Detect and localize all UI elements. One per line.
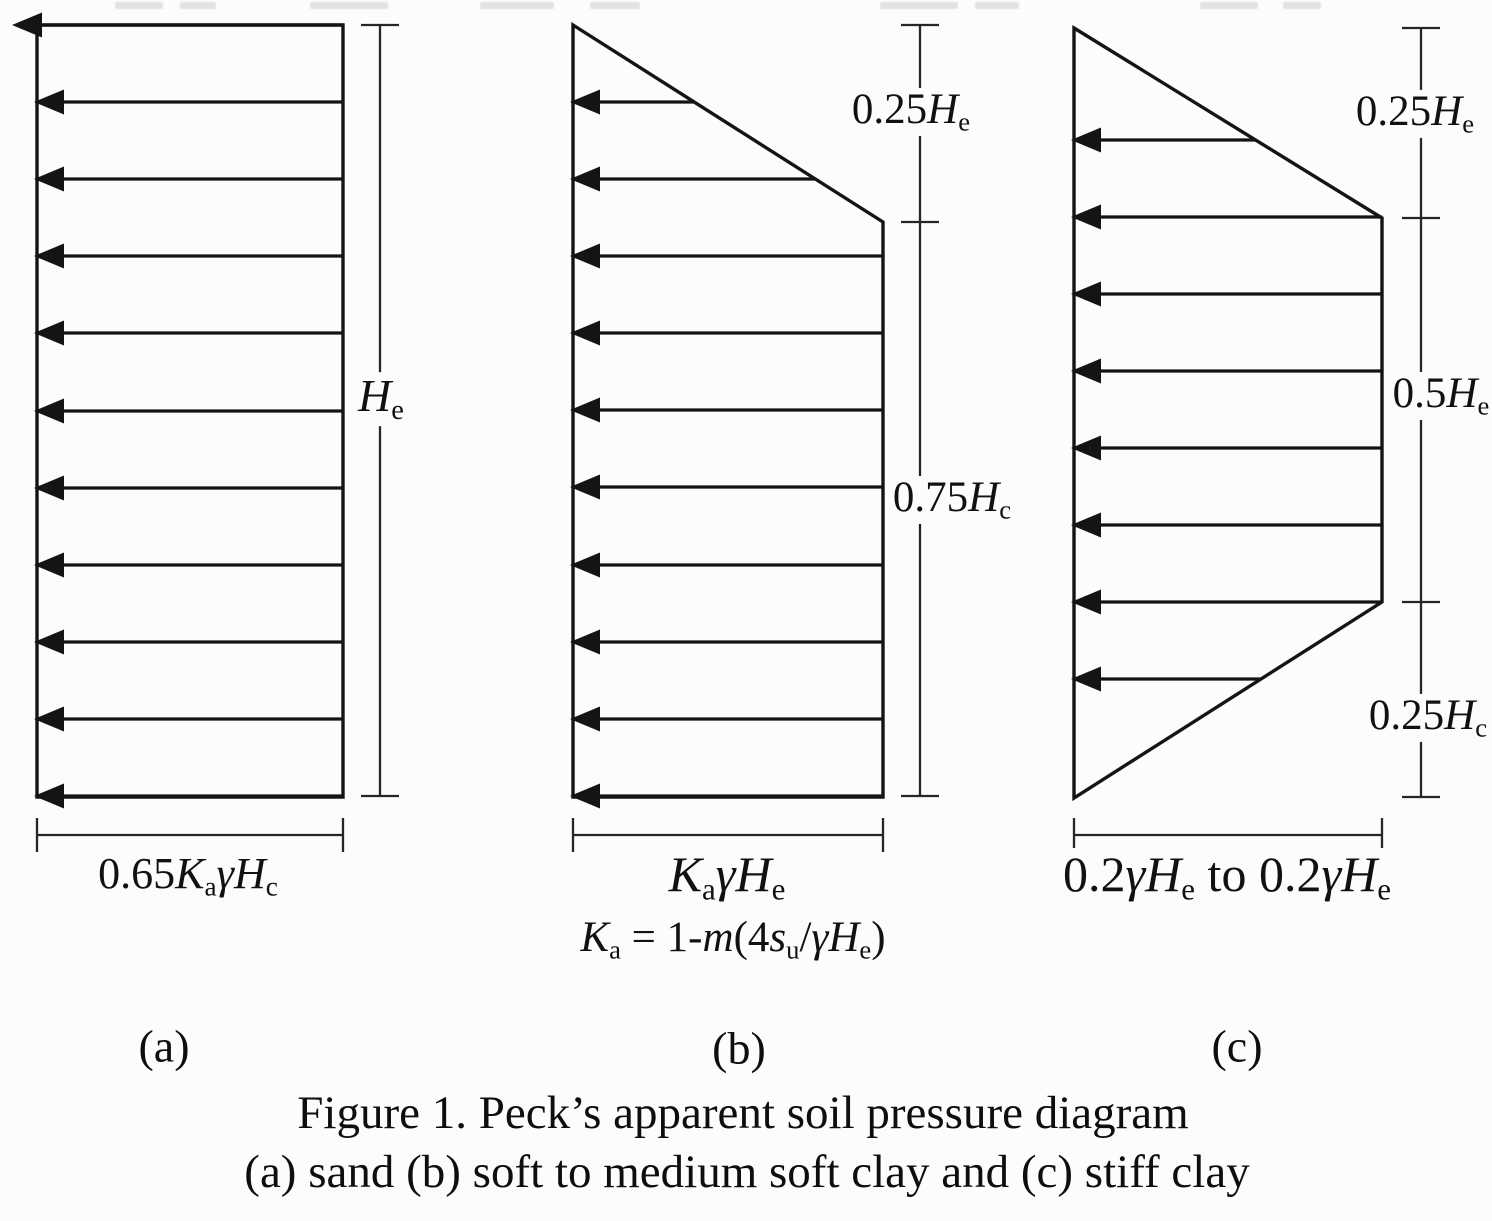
left-arrowhead-icon bbox=[570, 243, 600, 269]
scan-artifact bbox=[180, 2, 216, 9]
pressure-label-c: 0.2γHe to 0.2γHe bbox=[1057, 848, 1397, 906]
pressure-label-a: 0.65KaγHc bbox=[93, 851, 283, 901]
left-arrowhead-icon bbox=[34, 320, 64, 346]
left-arrowhead-icon bbox=[34, 243, 64, 269]
left-arrowhead-icon bbox=[1071, 204, 1101, 230]
left-arrowhead-icon bbox=[570, 89, 600, 115]
pressure-label-b: KaγHe bbox=[663, 848, 791, 906]
left-arrowhead-icon bbox=[1071, 127, 1101, 153]
dim-label-lower-c: 0.25Hc bbox=[1363, 693, 1492, 743]
dim-label-top-c: 0.25He bbox=[1350, 89, 1480, 139]
figure-caption-line1: Figure 1. Peck’s apparent soil pressure … bbox=[297, 1087, 1189, 1139]
left-arrowhead-icon bbox=[570, 474, 600, 500]
dim-label-height-a: He bbox=[353, 372, 409, 426]
left-arrowhead-icon bbox=[34, 89, 64, 115]
left-arrowhead-icon bbox=[1071, 281, 1101, 307]
left-arrowhead-icon bbox=[570, 397, 600, 423]
scan-artifact bbox=[1283, 2, 1321, 9]
scan-artifact bbox=[480, 2, 554, 9]
left-arrowhead-icon bbox=[570, 706, 600, 732]
left-arrowhead-icon bbox=[570, 552, 600, 578]
dim-label-lower-b: 0.75Hc bbox=[887, 475, 1017, 525]
scan-artifact bbox=[1200, 2, 1258, 9]
left-arrowhead-icon bbox=[1071, 358, 1101, 384]
left-arrowhead-icon bbox=[570, 629, 600, 655]
scan-artifact bbox=[310, 2, 388, 9]
left-arrowhead-icon bbox=[1071, 435, 1101, 461]
left-arrowhead-icon bbox=[1071, 589, 1101, 615]
subfigure-label-c: (c) bbox=[1211, 1020, 1263, 1072]
scan-artifact bbox=[975, 2, 1019, 9]
left-arrowhead-icon bbox=[34, 475, 64, 501]
left-arrowhead-icon bbox=[570, 320, 600, 346]
left-arrowhead-icon bbox=[34, 629, 64, 655]
scan-artifact bbox=[115, 2, 163, 9]
left-arrowhead-icon bbox=[570, 783, 600, 809]
figure-caption-line2: (a) sand (b) soft to medium soft clay an… bbox=[244, 1146, 1250, 1198]
pressure-shape-c bbox=[1072, 24, 1384, 802]
scan-artifact bbox=[590, 2, 640, 9]
left-arrowhead-icon bbox=[34, 166, 64, 192]
left-arrowhead-icon bbox=[1071, 666, 1101, 692]
left-arrowhead-icon bbox=[1071, 512, 1101, 538]
ka-formula: Ka = 1-m(4su/γHe) bbox=[575, 915, 891, 965]
left-arrowhead-icon bbox=[34, 783, 64, 809]
subfigure-label-a: (a) bbox=[138, 1020, 190, 1072]
dim-label-mid-c: 0.5He bbox=[1387, 371, 1492, 421]
left-arrowhead-icon bbox=[12, 12, 42, 38]
left-arrowhead-icon bbox=[34, 706, 64, 732]
left-arrowhead-icon bbox=[34, 398, 64, 424]
left-arrowhead-icon bbox=[570, 166, 600, 192]
scan-artifact bbox=[880, 2, 958, 9]
subfigure-label-b: (b) bbox=[712, 1022, 766, 1074]
left-arrowhead-icon bbox=[34, 552, 64, 578]
dim-label-top-b: 0.25He bbox=[846, 87, 976, 137]
